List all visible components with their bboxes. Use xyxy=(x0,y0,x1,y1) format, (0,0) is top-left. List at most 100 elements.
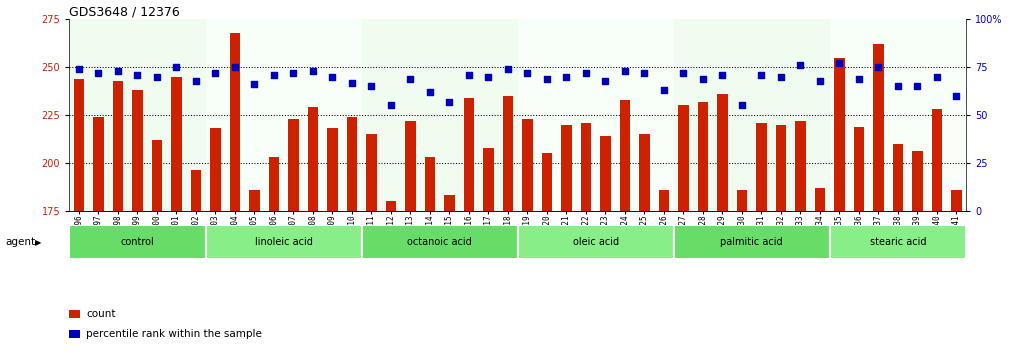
Bar xyxy=(678,105,689,211)
Bar xyxy=(893,144,903,211)
Text: octanoic acid: octanoic acid xyxy=(407,238,472,247)
Point xyxy=(597,78,613,84)
Bar xyxy=(464,98,474,211)
Bar xyxy=(698,102,708,211)
Text: linoleic acid: linoleic acid xyxy=(254,238,312,247)
Point xyxy=(227,64,243,70)
Bar xyxy=(190,171,201,211)
Bar xyxy=(69,330,80,338)
Bar xyxy=(815,188,825,211)
Bar xyxy=(830,19,966,211)
Bar xyxy=(230,33,240,211)
Text: palmitic acid: palmitic acid xyxy=(720,238,783,247)
Bar xyxy=(619,100,631,211)
Point xyxy=(305,68,321,74)
Bar xyxy=(69,225,205,259)
Point xyxy=(168,64,184,70)
Point xyxy=(675,70,692,76)
Point xyxy=(851,76,868,81)
Bar xyxy=(561,125,572,211)
Point xyxy=(558,74,575,80)
Point xyxy=(929,74,945,80)
Bar xyxy=(288,119,299,211)
Point xyxy=(110,68,126,74)
Point xyxy=(695,76,711,81)
Bar xyxy=(424,157,435,211)
Bar xyxy=(249,190,259,211)
Bar xyxy=(362,19,518,211)
Bar xyxy=(69,19,205,211)
Bar xyxy=(830,225,966,259)
Bar xyxy=(307,107,318,211)
Point xyxy=(754,72,770,78)
Bar xyxy=(93,117,104,211)
Bar xyxy=(518,225,673,259)
Bar xyxy=(834,58,845,211)
Point xyxy=(188,78,204,84)
Bar xyxy=(362,225,518,259)
Point xyxy=(324,74,341,80)
Bar xyxy=(152,140,163,211)
Point xyxy=(480,74,496,80)
Point xyxy=(831,61,847,66)
Point xyxy=(812,78,828,84)
Point xyxy=(539,76,555,81)
Point xyxy=(578,70,594,76)
Point xyxy=(714,72,730,78)
Bar xyxy=(347,117,357,211)
Bar xyxy=(522,119,533,211)
Point xyxy=(616,68,633,74)
Text: stearic acid: stearic acid xyxy=(870,238,926,247)
Point xyxy=(792,63,809,68)
Bar xyxy=(385,201,397,211)
Bar xyxy=(113,81,123,211)
Point xyxy=(148,74,165,80)
Text: count: count xyxy=(86,309,116,319)
Bar xyxy=(639,134,650,211)
Bar xyxy=(268,157,280,211)
Point xyxy=(948,93,964,99)
Point xyxy=(441,99,458,104)
Bar xyxy=(541,153,552,211)
Bar xyxy=(327,129,338,211)
Bar xyxy=(932,109,943,211)
Bar xyxy=(73,79,84,211)
Bar xyxy=(444,195,455,211)
Point xyxy=(909,84,925,89)
Point xyxy=(344,80,360,85)
Bar xyxy=(776,125,786,211)
Point xyxy=(890,84,906,89)
Text: percentile rank within the sample: percentile rank within the sample xyxy=(86,329,262,339)
Bar xyxy=(659,190,669,211)
Point xyxy=(656,87,672,93)
Bar xyxy=(873,44,884,211)
Point xyxy=(734,103,751,108)
Bar xyxy=(405,121,416,211)
Point xyxy=(382,103,399,108)
Point xyxy=(285,70,301,76)
Bar xyxy=(171,77,182,211)
Text: ▶: ▶ xyxy=(35,238,41,247)
Bar xyxy=(673,225,830,259)
Point xyxy=(403,76,419,81)
Bar xyxy=(736,190,747,211)
Text: GDS3648 / 12376: GDS3648 / 12376 xyxy=(69,5,180,18)
Bar xyxy=(211,129,221,211)
Point xyxy=(265,72,282,78)
Bar xyxy=(205,225,362,259)
Point xyxy=(637,70,653,76)
Point xyxy=(773,74,789,80)
Bar xyxy=(795,121,805,211)
Bar xyxy=(600,136,611,211)
Point xyxy=(129,72,145,78)
Point xyxy=(246,82,262,87)
Text: agent: agent xyxy=(5,238,36,247)
Bar xyxy=(366,134,376,211)
Point xyxy=(520,70,536,76)
Bar xyxy=(912,152,922,211)
Bar xyxy=(756,123,767,211)
Bar xyxy=(132,90,142,211)
Point xyxy=(461,72,477,78)
Point xyxy=(363,84,379,89)
Bar xyxy=(205,19,362,211)
